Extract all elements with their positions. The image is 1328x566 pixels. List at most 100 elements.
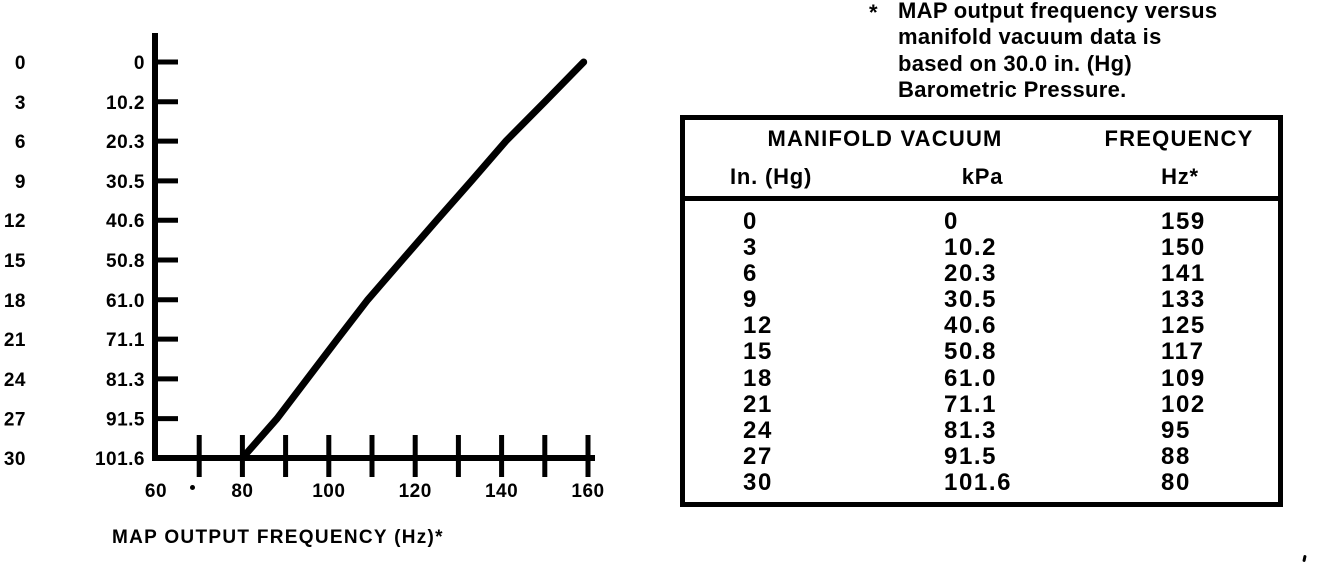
y-axis-tick xyxy=(158,376,178,382)
y-axis-tick xyxy=(158,99,178,105)
x-tick-label: 140 xyxy=(485,481,518,502)
column-header-hz: Hz* xyxy=(1161,164,1199,189)
table-cell: 40.6 xyxy=(944,312,998,340)
table-cell: 141 xyxy=(1161,260,1206,288)
table-cell: 117 xyxy=(1161,338,1205,366)
y-tick-label-kpa: 91.5 xyxy=(106,410,145,431)
column-hz-values: 159 150 141 133 125 117 109 102 95 88 80 xyxy=(1161,208,1206,496)
x-axis-tick xyxy=(412,435,418,477)
header-divider xyxy=(684,196,1279,201)
y-tick-label-kpa: 61.0 xyxy=(106,291,145,312)
table-cell: 15 xyxy=(743,338,773,366)
y-tick-label-inhg: 12 xyxy=(4,211,26,232)
frequency-vacuum-line xyxy=(238,58,588,462)
x-axis-tick xyxy=(455,435,461,477)
table-cell: 0 xyxy=(944,208,959,235)
table-cell: 150 xyxy=(1161,234,1206,262)
y-tick-label-kpa: 50.8 xyxy=(106,251,145,272)
footnote-line: Barometric Pressure. xyxy=(898,77,1127,103)
x-axis-tick xyxy=(283,435,289,477)
table-cell: 91.5 xyxy=(944,442,998,470)
table-header-frequency: FREQUENCY xyxy=(1104,126,1254,151)
y-tick-label-inhg: 6 xyxy=(15,132,26,153)
x-axis-tick xyxy=(326,435,332,477)
x-tick-label: 120 xyxy=(399,481,432,502)
table-cell: 109 xyxy=(1161,364,1206,392)
stray-speck-artifact xyxy=(1302,554,1307,563)
table-cell: 10.2 xyxy=(944,234,998,262)
footnote: MAP output frequency versus manifold vac… xyxy=(898,0,1217,104)
table-cell: 30.5 xyxy=(944,286,998,314)
y-tick-label-inhg: 18 xyxy=(4,291,26,312)
table-cell: 61.0 xyxy=(944,364,998,392)
footnote-line: manifold vacuum data is xyxy=(898,24,1162,50)
table-cell: 18 xyxy=(743,364,773,392)
y-tick-label-kpa: 0 xyxy=(134,53,145,74)
x-axis-title: MAP OUTPUT FREQUENCY (Hz)* xyxy=(112,527,444,548)
table-cell: 27 xyxy=(743,442,773,470)
table-cell: 125 xyxy=(1161,312,1206,340)
y-axis-tick xyxy=(158,297,178,303)
y-tick-label-inhg: 24 xyxy=(4,370,26,391)
y-tick-label-kpa: 101.6 xyxy=(95,449,145,470)
y-axis-tick xyxy=(158,178,178,184)
table-cell: 6 xyxy=(743,260,758,288)
y-axis-tick xyxy=(158,217,178,223)
table-cell: 30 xyxy=(743,468,773,496)
table-cell: 50.8 xyxy=(944,338,998,366)
footnote-line: based on 30.0 in. (Hg) xyxy=(898,50,1132,76)
y-tick-label-kpa: 71.1 xyxy=(106,330,145,351)
column-in-hg-values: 0 3 6 9 12 15 18 21 24 27 30 xyxy=(743,208,773,496)
y-axis-tick xyxy=(158,138,178,144)
table-cell: 159 xyxy=(1161,208,1206,235)
vacuum-frequency-table: MANIFOLD VACUUM FREQUENCY In. (Hg) kPa H… xyxy=(680,115,1283,507)
x-axis-tick xyxy=(585,435,591,477)
table-cell: 20.3 xyxy=(944,260,998,288)
y-axis-line xyxy=(152,33,158,461)
table-cell: 9 xyxy=(743,286,758,314)
column-header-kpa: kPa xyxy=(961,164,1004,189)
y-tick-label-kpa: 20.3 xyxy=(106,132,145,153)
footnote-asterisk: * xyxy=(869,0,878,25)
table-cell: 88 xyxy=(1161,442,1191,470)
x-tick-label: 100 xyxy=(312,481,345,502)
table-header-manifold-vacuum: MANIFOLD VACUUM xyxy=(767,126,1003,151)
table-cell: 101.6 xyxy=(944,468,1013,496)
table-cell: 71.1 xyxy=(944,390,998,418)
y-tick-label-inhg: 21 xyxy=(4,330,26,351)
y-tick-label-inhg: 30 xyxy=(4,449,26,470)
y-axis-tick xyxy=(158,416,178,422)
x-tick-label: 160 xyxy=(571,481,604,502)
y-tick-label-kpa: 40.6 xyxy=(106,211,145,232)
y-tick-label-inhg: 9 xyxy=(15,172,26,193)
y-tick-label-inhg: 3 xyxy=(15,93,26,114)
y-tick-label-inhg: 27 xyxy=(4,410,26,431)
column-kpa-values: 0 10.2 20.3 30.5 40.6 50.8 61.0 71.1 81.3 91.5 101… xyxy=(944,208,1013,496)
y-tick-label-kpa: 10.2 xyxy=(106,93,145,114)
y-tick-label-kpa: 30.5 xyxy=(106,172,145,193)
table-cell: 80 xyxy=(1161,468,1191,496)
footnote-line: MAP output frequency versus xyxy=(898,0,1218,23)
y-tick-label-inhg: 0 xyxy=(15,53,26,74)
table-cell: 102 xyxy=(1161,390,1206,418)
y-axis-tick xyxy=(158,59,178,65)
table-cell: 95 xyxy=(1161,416,1191,444)
y-axis-tick xyxy=(158,336,178,342)
x-axis-tick xyxy=(196,435,202,477)
table-cell: 133 xyxy=(1161,286,1206,314)
table-cell: 3 xyxy=(743,234,758,262)
y-tick-label-kpa: 81.3 xyxy=(106,370,145,391)
table-cell: 81.3 xyxy=(944,416,998,444)
table-cell: 0 xyxy=(743,208,758,235)
x-axis-tick xyxy=(369,435,375,477)
table-cell: 12 xyxy=(743,312,773,340)
stray-dot-artifact xyxy=(190,485,195,490)
table-cell: 24 xyxy=(743,416,773,444)
x-axis-tick xyxy=(499,435,505,477)
x-axis-tick xyxy=(542,435,548,477)
x-tick-label: 60 xyxy=(145,481,167,502)
map-output-frequency-chart: 0 0 3 10.2 6 20.3 9 30.5 12 40.6 15 50.8 18 61.0 21 71.… xyxy=(4,33,604,502)
x-tick-label: 80 xyxy=(231,481,253,502)
y-axis-tick xyxy=(158,257,178,263)
